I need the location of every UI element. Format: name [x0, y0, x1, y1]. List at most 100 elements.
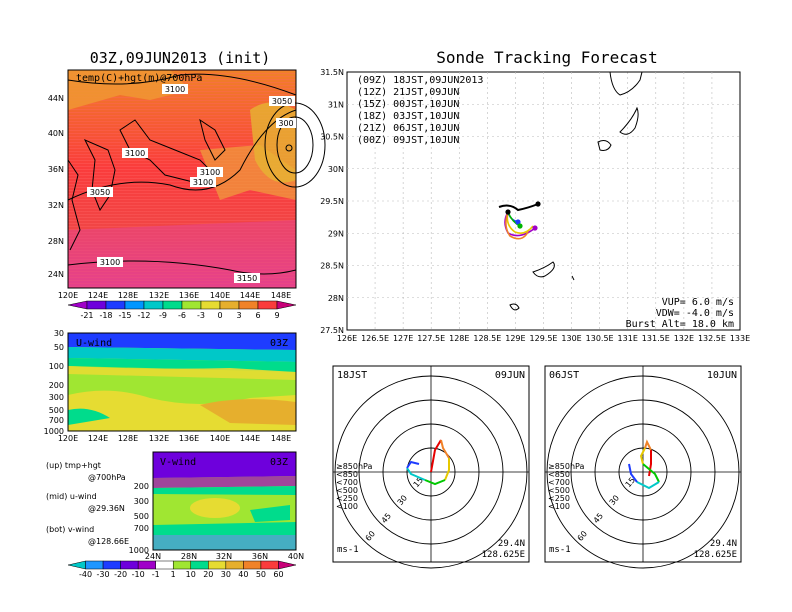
contour-label-bg — [97, 257, 123, 267]
left-title: 03Z,09JUN2013 (init) — [90, 49, 271, 67]
hodograph-segment — [440, 439, 450, 459]
level-tick-label: 50 — [54, 343, 64, 352]
contour-label: 3050 — [272, 97, 292, 106]
colorbar-label: 3 — [236, 311, 241, 320]
level-tick-label: 700 — [134, 524, 149, 533]
u-wind-label: U-wind — [76, 338, 112, 349]
pressure-legend-entry: <850 — [548, 470, 570, 479]
lon-tick-label: 129E — [505, 334, 525, 343]
colorbar-label: -40 — [79, 570, 92, 579]
lon-tick-label: 124E — [88, 434, 108, 443]
colorbar-label: -30 — [97, 570, 110, 579]
lon-tick-label: 144E — [240, 291, 260, 300]
track-legend: (09Z) 18JST,09JUN2013(12Z) 21JST,09JUN(1… — [357, 75, 483, 146]
hodograph-segment — [642, 463, 660, 483]
legend-line: (mid) u-wind — [46, 492, 97, 501]
polar-lat: 29.4N — [710, 539, 737, 549]
lon-tick-label: 132E — [149, 291, 169, 300]
level-tick-label: 300 — [49, 393, 64, 402]
colorbar-label: -9 — [159, 311, 167, 320]
colorbar-swatch — [120, 560, 139, 570]
track-info-line: VDW= -4.0 m/s — [656, 308, 734, 319]
track-legend-entry: (21Z) 06JST,10JUN — [357, 123, 459, 134]
colorbar-swatch — [257, 300, 278, 310]
left-panel-legend: (up) tmp+hgt @700hPa (mid) u-wind @29.36N (b… — [46, 461, 129, 546]
lon-tick-label: 136E — [179, 434, 199, 443]
pressure-legend-entry: <500 — [336, 486, 358, 495]
pressure-legend-entry: ≥850hPa — [548, 462, 585, 471]
colorbar-swatch — [155, 560, 174, 570]
lat-tick-label: 32N — [48, 201, 64, 210]
colorbar-swatch — [200, 300, 221, 310]
colorbar-label: 0 — [217, 311, 222, 320]
lat-tick-label: 32N — [216, 552, 232, 561]
pressure-legend-entry: <100 — [336, 502, 358, 511]
level-tick-label: 500 — [49, 406, 64, 415]
lon-tick-label: 120E — [58, 434, 78, 443]
hodograph-segment — [430, 439, 442, 473]
level-tick-label: 1000 — [129, 546, 149, 555]
contour-label: 3100 — [125, 149, 145, 158]
pressure-legend-entry: <100 — [548, 502, 570, 511]
level-tick-label: 1000 — [44, 427, 64, 436]
legend-line: @128.66E — [88, 537, 129, 546]
lon-tick-label: 126.5E — [361, 334, 389, 343]
v-wind-time: 03Z — [270, 457, 288, 468]
legend-line: (up) tmp+hgt — [46, 461, 101, 470]
contour-label: 3100 — [100, 258, 120, 267]
pressure-legend-entry: ≥850hPa — [336, 462, 373, 471]
colorbar-swatch — [276, 300, 297, 310]
v-wind-level-ticks: 200 300 500 700 1000 — [129, 482, 149, 555]
hodograph-segment — [644, 439, 652, 451]
lon-tick-label: 140E — [210, 434, 230, 443]
lon-tick-label: 120E — [58, 291, 78, 300]
polar-date: 09JUN — [495, 370, 525, 381]
lon-tick-label: 124E — [88, 291, 108, 300]
track-legend-entry: (00Z) 09JST,10JUN — [357, 135, 459, 146]
hodograph-segment — [639, 447, 646, 465]
v-wind-lat-ticks: 24N 28N 32N 36N 40N — [145, 552, 304, 561]
colorbar-swatch — [208, 560, 227, 570]
colorbar-swatch — [278, 560, 297, 570]
colorbar-swatch — [137, 560, 156, 570]
lat-tick-label: 28N — [181, 552, 197, 561]
lat-tick-label: 44N — [48, 94, 64, 103]
colorbar-label: 10 — [186, 570, 196, 579]
level-tick-label: 200 — [49, 381, 64, 390]
colorbar-label: 9 — [274, 311, 279, 320]
track-info-line: VUP= 6.0 m/s — [662, 297, 734, 308]
pressure-legend-entry: <700 — [548, 478, 570, 487]
lat-tick-label: 24N — [48, 270, 64, 279]
lon-tick-label: 130E — [561, 334, 581, 343]
lat-tick-label: 28N — [328, 294, 344, 303]
colorbar-swatch — [219, 300, 240, 310]
level-tick-label: 100 — [49, 362, 64, 371]
pressure-legend-entry: <850 — [336, 470, 358, 479]
polar-time: 18JST — [337, 370, 367, 381]
colorbar-label: -10 — [132, 570, 145, 579]
lat-tick-label: 24N — [145, 552, 161, 561]
track-lon-ticks: 126E 126.5E 127E 127.5E 128E 128.5E 129E 129.5E… — [337, 334, 750, 343]
polar-panel-06jst: 06JST 10JUN29.4N128.625Ems-115304560≥850h… — [544, 365, 742, 569]
colorbar-swatch — [105, 300, 126, 310]
legend-line: @700hPa — [88, 473, 126, 482]
lon-tick-label: 129.5E — [530, 334, 558, 343]
map-label: temp(C)+hgt(m)@700hPa — [76, 73, 202, 84]
contour-label: 3100 — [193, 178, 213, 187]
level-tick-label: 300 — [134, 497, 149, 506]
lat-tick-label: 29.5N — [320, 197, 344, 206]
colorbar-label: 1 — [171, 570, 176, 579]
left-lat-ticks: 44N 40N 36N 32N 28N 24N — [48, 94, 64, 279]
track-legend-entry: (18Z) 03JST,10JUN — [357, 111, 459, 122]
colorbar-label: -15 — [118, 311, 131, 320]
legend-line: (bot) v-wind — [46, 525, 94, 534]
colorbar-label: 60 — [273, 570, 283, 579]
lon-tick-label: 128.5E — [473, 334, 501, 343]
lon-tick-label: 128E — [118, 434, 138, 443]
contour-label-bg — [162, 84, 188, 94]
lat-tick-label: 40N — [288, 552, 304, 561]
colorbar-swatch — [67, 560, 86, 570]
colorbar-swatch — [225, 560, 244, 570]
polar-panel-18jst: 18JST 09JUN29.4N128.625Ems-115304560≥850h… — [332, 365, 530, 569]
